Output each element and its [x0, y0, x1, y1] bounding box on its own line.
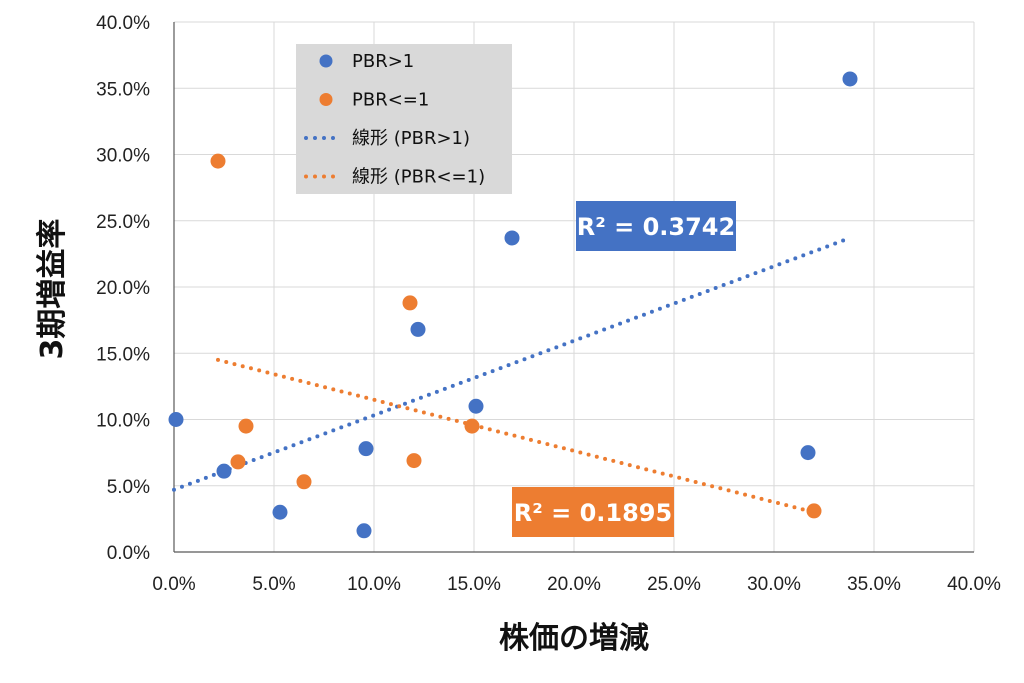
- y-tick-label: 10.0%: [96, 411, 150, 432]
- legend-label: 線形 (PBR<=1): [352, 167, 485, 188]
- data-point: [358, 441, 374, 457]
- data-point: [806, 503, 822, 519]
- data-point: [210, 153, 226, 169]
- y-tick-label: 20.0%: [96, 278, 150, 299]
- y-tick-label: 30.0%: [96, 146, 150, 167]
- x-tick-label: 10.0%: [347, 574, 401, 595]
- trendline: [172, 235, 852, 492]
- r2-label-text: R² = 0.3742: [577, 213, 735, 241]
- data-point: [842, 71, 858, 87]
- x-tick-label: 35.0%: [847, 574, 901, 595]
- r2-label-box: [576, 201, 736, 251]
- data-points: [168, 71, 858, 539]
- legend-marker: [319, 54, 333, 68]
- trendlines: [172, 235, 852, 515]
- r2-label-text: R² = 0.1895: [514, 499, 672, 527]
- r2-labels: R² = 0.3742 R² = 0.1895: [512, 201, 736, 537]
- x-tick-label: 25.0%: [647, 574, 701, 595]
- x-tick-label: 15.0%: [447, 574, 501, 595]
- data-point: [468, 398, 484, 414]
- y-tick-label: 25.0%: [96, 212, 150, 233]
- x-tick-label: 5.0%: [252, 574, 295, 595]
- data-point: [272, 504, 288, 520]
- r2-label-box: [512, 487, 674, 537]
- trendline: [216, 357, 816, 515]
- x-axis-title: 株価の増減: [499, 621, 649, 656]
- y-tick-label: 15.0%: [96, 344, 150, 365]
- x-tick-label: 0.0%: [152, 574, 195, 595]
- y-tick-label: 0.0%: [107, 543, 150, 564]
- data-point: [296, 474, 312, 490]
- data-point: [238, 418, 254, 434]
- data-point: [410, 321, 426, 337]
- y-tick-label: 35.0%: [96, 79, 150, 100]
- tick-labels: 0.0% 5.0% 10.0% 15.0% 20.0% 25.0% 30.0% 35.0% 40…: [96, 13, 1001, 595]
- data-point: [464, 418, 480, 434]
- legend-box: [296, 44, 512, 194]
- gridlines: [173, 21, 975, 553]
- y-tick-label: 40.0%: [96, 13, 150, 34]
- x-tick-label: 30.0%: [747, 574, 801, 595]
- data-point: [216, 463, 232, 479]
- legend: PBR>1 PBR<=1 線形 (PBR>1) 線形 (PBR<=1): [296, 44, 512, 194]
- axes: [173, 22, 974, 553]
- data-point: [406, 453, 422, 469]
- y-axis-title: 3期増益率: [35, 219, 70, 360]
- legend-marker: [319, 93, 333, 106]
- legend-label: 線形 (PBR>1): [352, 128, 470, 149]
- data-point: [800, 445, 816, 461]
- x-tick-label: 20.0%: [547, 574, 601, 595]
- data-point: [230, 454, 246, 470]
- data-point: [504, 230, 520, 246]
- x-tick-label: 40.0%: [947, 574, 1001, 595]
- data-point: [402, 295, 418, 311]
- y-tick-label: 5.0%: [107, 477, 150, 498]
- data-point: [168, 412, 184, 427]
- data-point: [356, 523, 372, 539]
- legend-label: PBR>1: [352, 51, 414, 72]
- legend-label: PBR<=1: [352, 90, 429, 111]
